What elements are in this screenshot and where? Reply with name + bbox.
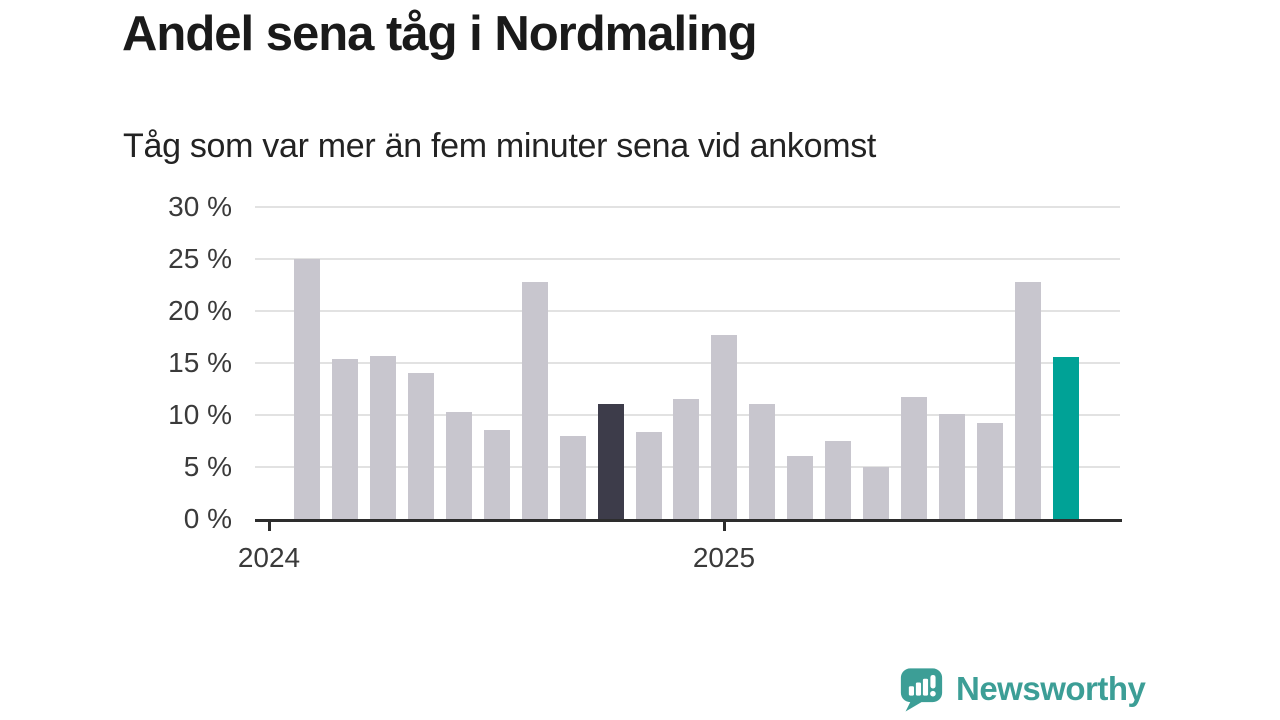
y-axis-tick-label: 20 % (168, 295, 232, 326)
y-axis-tick-label: 10 % (168, 399, 232, 430)
bar-2025-08 (977, 423, 1003, 519)
y-axis-tick-label: 30 % (168, 191, 232, 222)
bar-2024-06 (446, 412, 472, 519)
bar-2025-05 (863, 467, 889, 519)
bar-2024-07 (484, 430, 510, 519)
bar-2024-04 (370, 356, 396, 519)
newsworthy-speech-bubble-icon (900, 668, 943, 712)
bar-2024-12 (673, 399, 699, 519)
y-gridline (255, 310, 1120, 312)
y-axis-tick-label: 0 % (183, 503, 232, 534)
bar-2025-04 (825, 441, 851, 519)
y-axis-tick-label: 15 % (168, 347, 232, 378)
x-axis-tick (723, 522, 726, 531)
bar-2024-08 (522, 282, 548, 519)
bar-2024-10 (598, 404, 624, 519)
bar-2025-06 (901, 397, 927, 519)
x-axis-tick-label: 2025 (692, 542, 756, 573)
bar-2024-03 (332, 359, 358, 519)
y-axis-tick-label: 5 % (183, 451, 232, 482)
bar-2024-11 (636, 432, 662, 519)
y-gridline (255, 206, 1120, 208)
x-axis-tick-label: 2024 (237, 542, 301, 573)
chart-subtitle: Tåg som var mer än fem minuter sena vid … (123, 127, 877, 165)
bar-2025-09 (1015, 282, 1041, 519)
newsworthy-logo: Newsworthy (899, 666, 1146, 712)
bar-2025-01 (711, 335, 737, 519)
y-gridline (255, 258, 1120, 260)
y-axis-tick-label: 25 % (168, 243, 232, 274)
chart-title: Andel sena tåg i Nordmaling (122, 7, 758, 61)
bar-2025-02 (749, 404, 775, 519)
bar-2024-09 (560, 436, 586, 519)
bar-2024-05 (408, 373, 434, 519)
bar-2025-10 (1053, 357, 1079, 519)
bar-2025-07 (939, 414, 965, 519)
x-axis-tick (268, 522, 271, 531)
x-axis-line (255, 519, 1122, 522)
y-gridline (255, 362, 1120, 364)
bar-2025-03 (787, 456, 813, 519)
newsworthy-logo-text: Newsworthy (956, 670, 1146, 707)
bar-2024-02 (294, 259, 320, 519)
